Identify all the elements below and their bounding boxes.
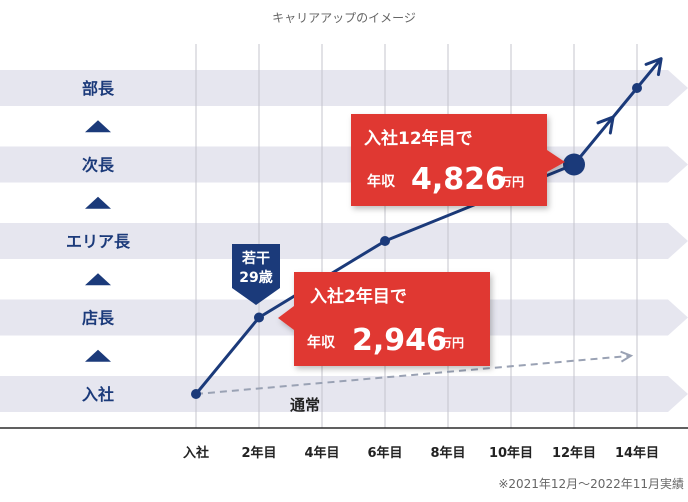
x-tick-label: 2年目	[241, 445, 276, 461]
career-point	[632, 83, 642, 93]
career-point-highlight	[563, 153, 585, 176]
callout-2-box	[278, 272, 490, 366]
up-triangle	[85, 196, 111, 209]
x-tick-label: 10年目	[489, 445, 533, 461]
career-point	[191, 389, 201, 399]
career-point	[380, 236, 390, 246]
x-tick-label: 14年目	[615, 445, 659, 461]
callout-2-unit: 万円	[439, 336, 464, 350]
level-label: エリア長	[66, 232, 131, 251]
callout-12-text: 入社12年目で 年収 4,826 万円	[364, 128, 524, 197]
callout-12-box	[351, 114, 565, 206]
callout-12-year	[351, 114, 565, 206]
career-mid-arrowhead	[596, 115, 615, 135]
normal-label: 通常	[290, 396, 320, 414]
callout-12-amount: 4,826	[411, 162, 506, 197]
level-label: 部長	[82, 79, 115, 98]
level-bands	[0, 70, 688, 412]
callout-2-amount: 2,946	[352, 323, 447, 358]
callout-12-prefix: 年収	[367, 173, 396, 190]
up-triangle	[85, 273, 111, 286]
normal-series-line	[195, 354, 632, 395]
callout-2-text: 入社2年目で 年収 2,946 万円	[307, 286, 464, 358]
callout-2-year	[278, 272, 490, 366]
callout-12-line1: 入社12年目で	[364, 128, 473, 149]
level-band	[0, 223, 688, 259]
career-end-arrowhead	[644, 57, 663, 77]
callout-2-line1: 入社2年目で	[310, 286, 407, 307]
level-label: 次長	[82, 156, 115, 175]
career-point	[254, 312, 264, 323]
age-badge-shape	[232, 244, 280, 305]
callout-2-prefix: 年収	[307, 334, 336, 351]
callout-12-unit: 万円	[499, 175, 524, 189]
chart-title: キャリアアップのイメージ	[272, 11, 416, 25]
level-band	[0, 376, 688, 412]
level-label: 店長	[82, 309, 115, 328]
up-triangle	[85, 349, 111, 362]
level-band	[0, 70, 688, 106]
normal-series-arrowhead	[620, 350, 634, 363]
x-tick-label: 8年目	[430, 445, 465, 461]
age-badge-line2: 29歳	[239, 269, 272, 286]
x-tick-label: 12年目	[552, 445, 596, 461]
up-triangle	[85, 120, 111, 133]
normal-series	[195, 350, 634, 395]
level-labels: 入社 店長 エリア長 次長 部長	[66, 79, 131, 404]
x-tick-label: 入社	[183, 445, 209, 461]
age-badge-line1: 若干	[241, 250, 270, 267]
level-label: 入社	[82, 385, 114, 404]
footnote: ※2021年12月～2022年11月実績	[498, 476, 684, 491]
x-tick-label: 6年目	[367, 445, 402, 461]
x-tick-label: 4年目	[304, 445, 339, 461]
x-tick-labels: 入社 2年目 4年目 6年目 8年目 10年目 12年目 14年目	[183, 445, 659, 461]
age-badge: 若干 29歳	[232, 244, 280, 305]
